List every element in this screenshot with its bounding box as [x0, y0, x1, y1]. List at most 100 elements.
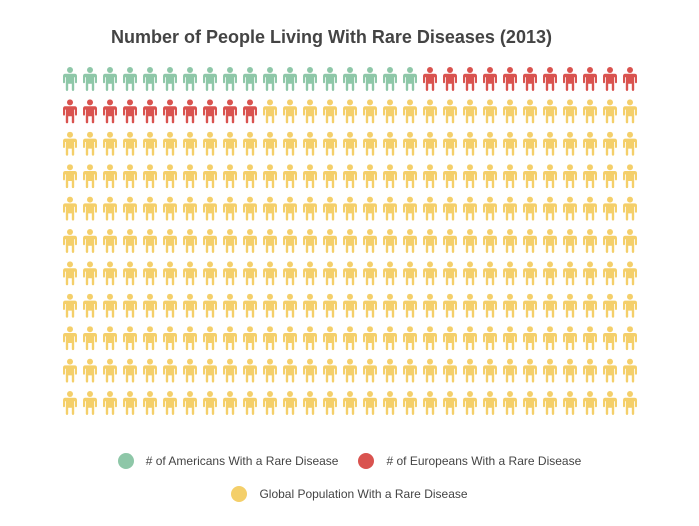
- person-icon-global: [263, 164, 277, 189]
- person-icon-global: [583, 358, 597, 383]
- person-icon-global: [623, 293, 637, 318]
- pictograph-chart: [63, 67, 637, 415]
- person-icon-global: [303, 358, 317, 383]
- person-icon-global: [343, 358, 357, 383]
- person-icon-european: [203, 99, 217, 124]
- person-icon-global: [463, 326, 477, 351]
- person-icon-global: [263, 326, 277, 351]
- person-icon-global: [63, 358, 77, 383]
- person-icon-global: [383, 131, 397, 156]
- person-icon-global: [543, 229, 557, 253]
- person-icon-global: [343, 391, 357, 415]
- person-icon-global: [83, 358, 97, 383]
- person-icon-american: [223, 67, 237, 91]
- person-icon-global: [323, 164, 337, 189]
- person-icon-global: [523, 391, 537, 415]
- legend-row-2: Global Population With a Rare Disease: [0, 486, 699, 502]
- person-icon-global: [503, 131, 517, 156]
- person-icon-global: [143, 131, 157, 156]
- person-icon-global: [323, 391, 337, 415]
- person-icon-global: [143, 391, 157, 415]
- person-icon-european: [603, 67, 617, 91]
- person-icon-global: [483, 326, 497, 351]
- person-icon-global: [303, 326, 317, 351]
- person-icon-global: [403, 358, 417, 383]
- person-icon-global: [603, 358, 617, 383]
- person-icon-european: [223, 99, 237, 124]
- person-icon-global: [523, 293, 537, 318]
- person-icon-global: [363, 99, 377, 124]
- person-icon-global: [63, 293, 77, 318]
- person-icon-global: [503, 326, 517, 351]
- person-icon-global: [323, 99, 337, 124]
- person-icon-global: [83, 164, 97, 189]
- person-icon-global: [223, 293, 237, 318]
- person-icon-global: [83, 391, 97, 415]
- person-icon-global: [123, 326, 137, 351]
- person-icon-global: [483, 164, 497, 189]
- person-icon-global: [583, 99, 597, 124]
- person-icon-global: [123, 293, 137, 318]
- legend-item-global[interactable]: Global Population With a Rare Disease: [231, 486, 468, 502]
- person-icon-american: [303, 67, 317, 91]
- person-icon-global: [603, 131, 617, 156]
- person-icon-global: [163, 391, 177, 415]
- person-icon-global: [383, 358, 397, 383]
- person-icon-global: [623, 326, 637, 351]
- person-icon-global: [523, 99, 537, 124]
- person-icon-global: [243, 131, 257, 156]
- person-icon-global: [223, 358, 237, 383]
- person-icon-global: [543, 293, 557, 318]
- person-icon-global: [423, 229, 437, 253]
- person-icon-global: [303, 131, 317, 156]
- person-icon-global: [463, 261, 477, 286]
- legend-swatch-americans: [117, 453, 134, 469]
- person-icon-global: [243, 164, 257, 189]
- person-icon-american: [63, 67, 77, 91]
- person-icon-global: [623, 196, 637, 221]
- person-icon-global: [423, 391, 437, 415]
- person-icon-global: [403, 131, 417, 156]
- person-icon-global: [123, 261, 137, 286]
- person-icon-global: [503, 164, 517, 189]
- person-icon-global: [83, 229, 97, 253]
- person-icon-global: [83, 131, 97, 156]
- person-icon-global: [463, 391, 477, 415]
- person-icon-global: [103, 229, 117, 253]
- person-icon-global: [483, 358, 497, 383]
- person-icon-european: [243, 99, 257, 124]
- person-icon-global: [603, 391, 617, 415]
- person-icon-global: [483, 196, 497, 221]
- person-icon-global: [423, 358, 437, 383]
- person-icon-global: [583, 391, 597, 415]
- person-icon-european: [63, 99, 77, 124]
- person-icon-global: [103, 196, 117, 221]
- person-icon-global: [183, 164, 197, 189]
- legend-item-europeans[interactable]: # of Europeans With a Rare Disease: [358, 453, 581, 469]
- person-icon-global: [323, 196, 337, 221]
- person-icon-global: [183, 229, 197, 253]
- person-icon-european: [443, 67, 457, 91]
- person-icon-global: [543, 196, 557, 221]
- person-icon-global: [503, 391, 517, 415]
- person-icon-global: [563, 229, 577, 253]
- person-icon-global: [363, 261, 377, 286]
- person-icon-european: [583, 67, 597, 91]
- person-icon-global: [383, 229, 397, 253]
- person-icon-global: [543, 358, 557, 383]
- person-icon-global: [443, 358, 457, 383]
- person-icon-global: [303, 196, 317, 221]
- person-icon-global: [383, 196, 397, 221]
- legend-item-americans[interactable]: # of Americans With a Rare Disease: [117, 453, 338, 469]
- person-icon-american: [263, 67, 277, 91]
- person-icon-global: [523, 196, 537, 221]
- person-icon-global: [183, 261, 197, 286]
- person-icon-global: [303, 99, 317, 124]
- person-icon-global: [163, 261, 177, 286]
- person-icon-global: [103, 164, 117, 189]
- person-icon-global: [583, 164, 597, 189]
- person-icon-global: [623, 358, 637, 383]
- person-icon-global: [343, 326, 357, 351]
- person-icon-european: [83, 99, 97, 124]
- person-icon-global: [423, 326, 437, 351]
